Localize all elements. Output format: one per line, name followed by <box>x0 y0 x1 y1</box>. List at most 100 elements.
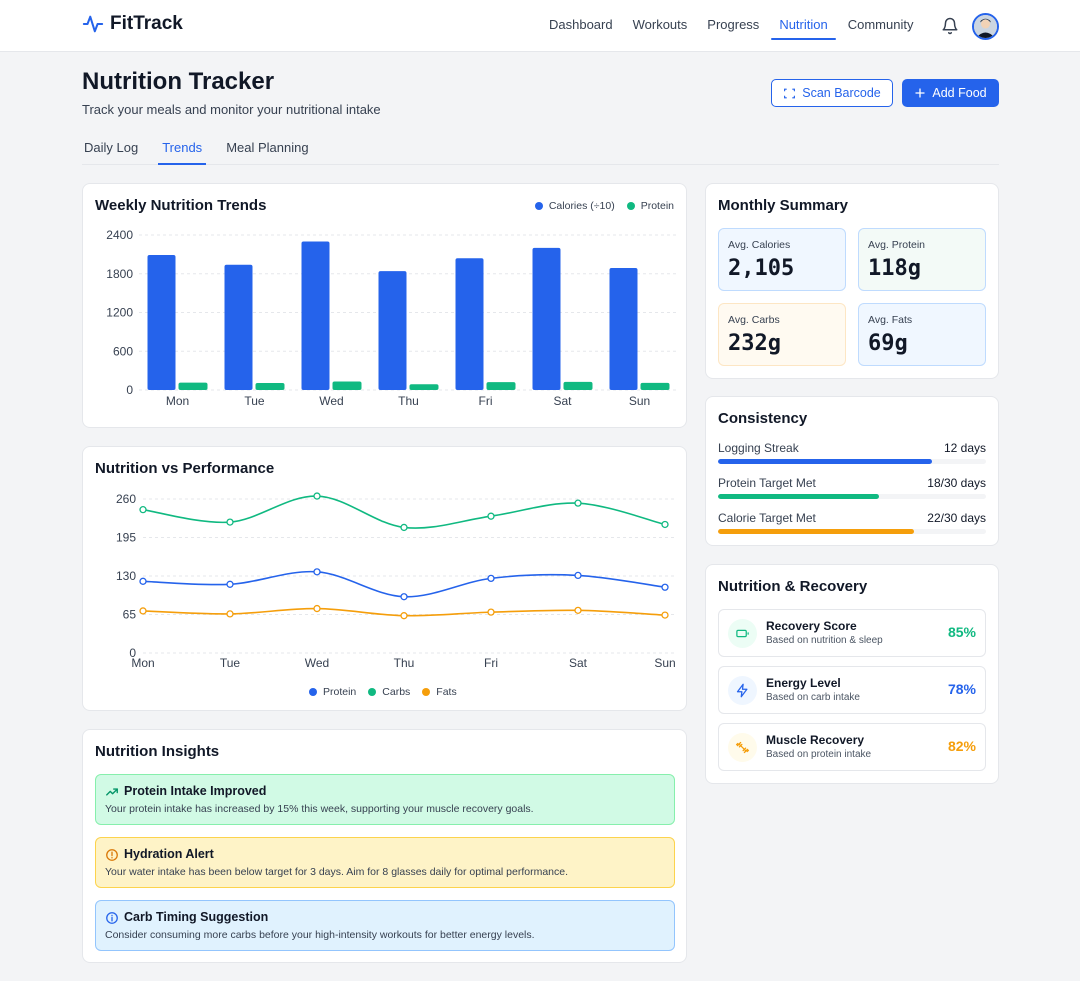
scan-icon <box>784 88 796 98</box>
legend-protein: Protein <box>626 200 674 212</box>
consistency-title: Consistency <box>718 410 808 427</box>
row-label: Logging Streak <box>718 441 799 455</box>
tab-trends[interactable]: Trends <box>158 136 207 165</box>
x-tick-label: Wed <box>305 656 329 670</box>
x-tick-label: Thu <box>398 394 419 408</box>
performance-card: Nutrition vs Performance 260 195 130 65 0 Mon… <box>82 446 687 711</box>
scan-barcode-button[interactable]: Scan Barcode <box>771 79 893 107</box>
row-label: Calorie Target Met <box>718 511 816 525</box>
energy-level-item[interactable]: Energy Level Based on carb intake 78% <box>718 666 986 714</box>
recovery-score-item[interactable]: Recovery Score Based on nutrition & slee… <box>718 609 986 657</box>
insight-carb-timing[interactable]: Carb Timing Suggestion Consider consumin… <box>95 900 675 951</box>
nav-progress[interactable]: Progress <box>707 17 760 32</box>
bell-icon[interactable] <box>941 17 959 35</box>
avatar[interactable] <box>972 13 999 40</box>
legend-swatch <box>626 202 635 210</box>
recovery-item-title: Muscle Recovery <box>766 733 865 747</box>
data-point <box>574 606 582 615</box>
row-value: 12 days <box>943 441 986 455</box>
data-point <box>487 608 495 616</box>
x-tick-label: Sun <box>654 656 675 670</box>
x-tick-label: Thu <box>394 656 415 670</box>
avg-calories-tile: Avg. Calories 2,105 <box>718 228 846 291</box>
data-point <box>574 499 582 507</box>
x-tick-label: Tue <box>220 656 241 670</box>
data-point <box>226 580 234 588</box>
y-tick-label: 2400 <box>106 228 133 242</box>
avg-carbs-tile: Avg. Carbs 232g <box>718 303 846 366</box>
legend-carbs: Carbs <box>368 686 410 698</box>
row-label: Protein Target Met <box>718 476 816 490</box>
row-value: 22/30 days <box>927 511 986 525</box>
plus-icon <box>915 88 926 98</box>
data-point <box>313 492 321 500</box>
x-tick-label: Mon <box>131 656 154 670</box>
data-point <box>139 577 147 585</box>
muscle-recovery-item[interactable]: Muscle Recovery Based on protein intake … <box>718 723 986 771</box>
bar-protein <box>178 382 208 390</box>
monthly-summary-title: Monthly Summary <box>718 197 849 214</box>
row-value: 18/30 days <box>927 476 986 490</box>
nav-nutrition[interactable]: Nutrition <box>769 0 837 52</box>
bar-protein <box>640 382 670 390</box>
add-food-button[interactable]: Add Food <box>902 79 999 107</box>
tab-meal-planning[interactable]: Meal Planning <box>226 140 309 155</box>
data-point <box>400 523 408 532</box>
lightning-icon <box>736 683 748 698</box>
recovery-item-value: 78% <box>947 681 976 697</box>
legend-swatch <box>534 202 543 210</box>
legend-fats: Fats <box>422 686 457 698</box>
data-point <box>313 568 321 576</box>
main-nav: Dashboard Workouts Progress Nutrition Co… <box>539 0 923 52</box>
data-point <box>139 607 147 615</box>
consistency-card: Consistency Logging Streak 12 days Prote… <box>705 396 999 546</box>
nav-dashboard[interactable]: Dashboard <box>549 17 613 32</box>
tab-daily-log[interactable]: Daily Log <box>84 140 139 155</box>
x-tick-label: Sat <box>569 656 588 670</box>
app-logo[interactable]: FitTrack <box>82 13 183 35</box>
legend-swatch <box>309 688 317 696</box>
scan-barcode-label: Scan Barcode <box>802 86 881 100</box>
bar-protein <box>486 382 516 390</box>
legend-swatch <box>422 688 431 696</box>
progress-track <box>718 494 986 499</box>
recovery-icon-wrap <box>728 733 757 762</box>
legend-label: Carbs <box>382 686 411 698</box>
add-food-label: Add Food <box>932 86 987 100</box>
y-tick-label: 0 <box>126 383 133 397</box>
data-point <box>487 512 495 520</box>
bar-protein <box>332 381 362 390</box>
pulse-icon <box>82 15 104 33</box>
bar-calories <box>455 258 484 390</box>
series-line-carbs <box>142 495 666 529</box>
insight-hydration[interactable]: Hydration Alert Your water intake has be… <box>95 837 675 888</box>
avg-fats-tile: Avg. Fats 69g <box>858 303 986 366</box>
legend-protein: Protein <box>309 686 356 698</box>
y-tick-label: 600 <box>113 344 133 358</box>
weekly-trends-title: Weekly Nutrition Trends <box>95 197 267 214</box>
insight-title: Hydration Alert <box>124 847 214 861</box>
tile-value: 69g <box>868 331 908 356</box>
data-point <box>487 574 495 583</box>
data-point <box>400 612 408 620</box>
data-point <box>139 506 147 514</box>
recovery-item-title: Energy Level <box>766 676 841 690</box>
data-point <box>661 611 669 619</box>
recovery-item-value: 82% <box>947 738 976 754</box>
weekly-trends-card: Weekly Nutrition Trends Calories (÷10) P… <box>82 183 687 428</box>
legend-label: Fats <box>436 686 457 698</box>
x-tick-label: Fri <box>479 394 493 408</box>
monthly-summary-card: Monthly Summary Avg. Calories 2,105 Avg.… <box>705 183 999 379</box>
recovery-icon-wrap <box>728 676 757 705</box>
y-tick-label: 1200 <box>106 306 133 320</box>
insight-protein[interactable]: Protein Intake Improved Your protein int… <box>95 774 675 825</box>
tile-label: Avg. Carbs <box>728 314 780 326</box>
nav-workouts[interactable]: Workouts <box>632 17 688 32</box>
nav-community[interactable]: Community <box>847 17 914 32</box>
data-point <box>313 604 321 613</box>
data-point <box>400 593 408 601</box>
battery-icon <box>736 629 749 638</box>
x-tick-label: Sun <box>629 394 650 408</box>
bar-protein <box>409 384 439 390</box>
